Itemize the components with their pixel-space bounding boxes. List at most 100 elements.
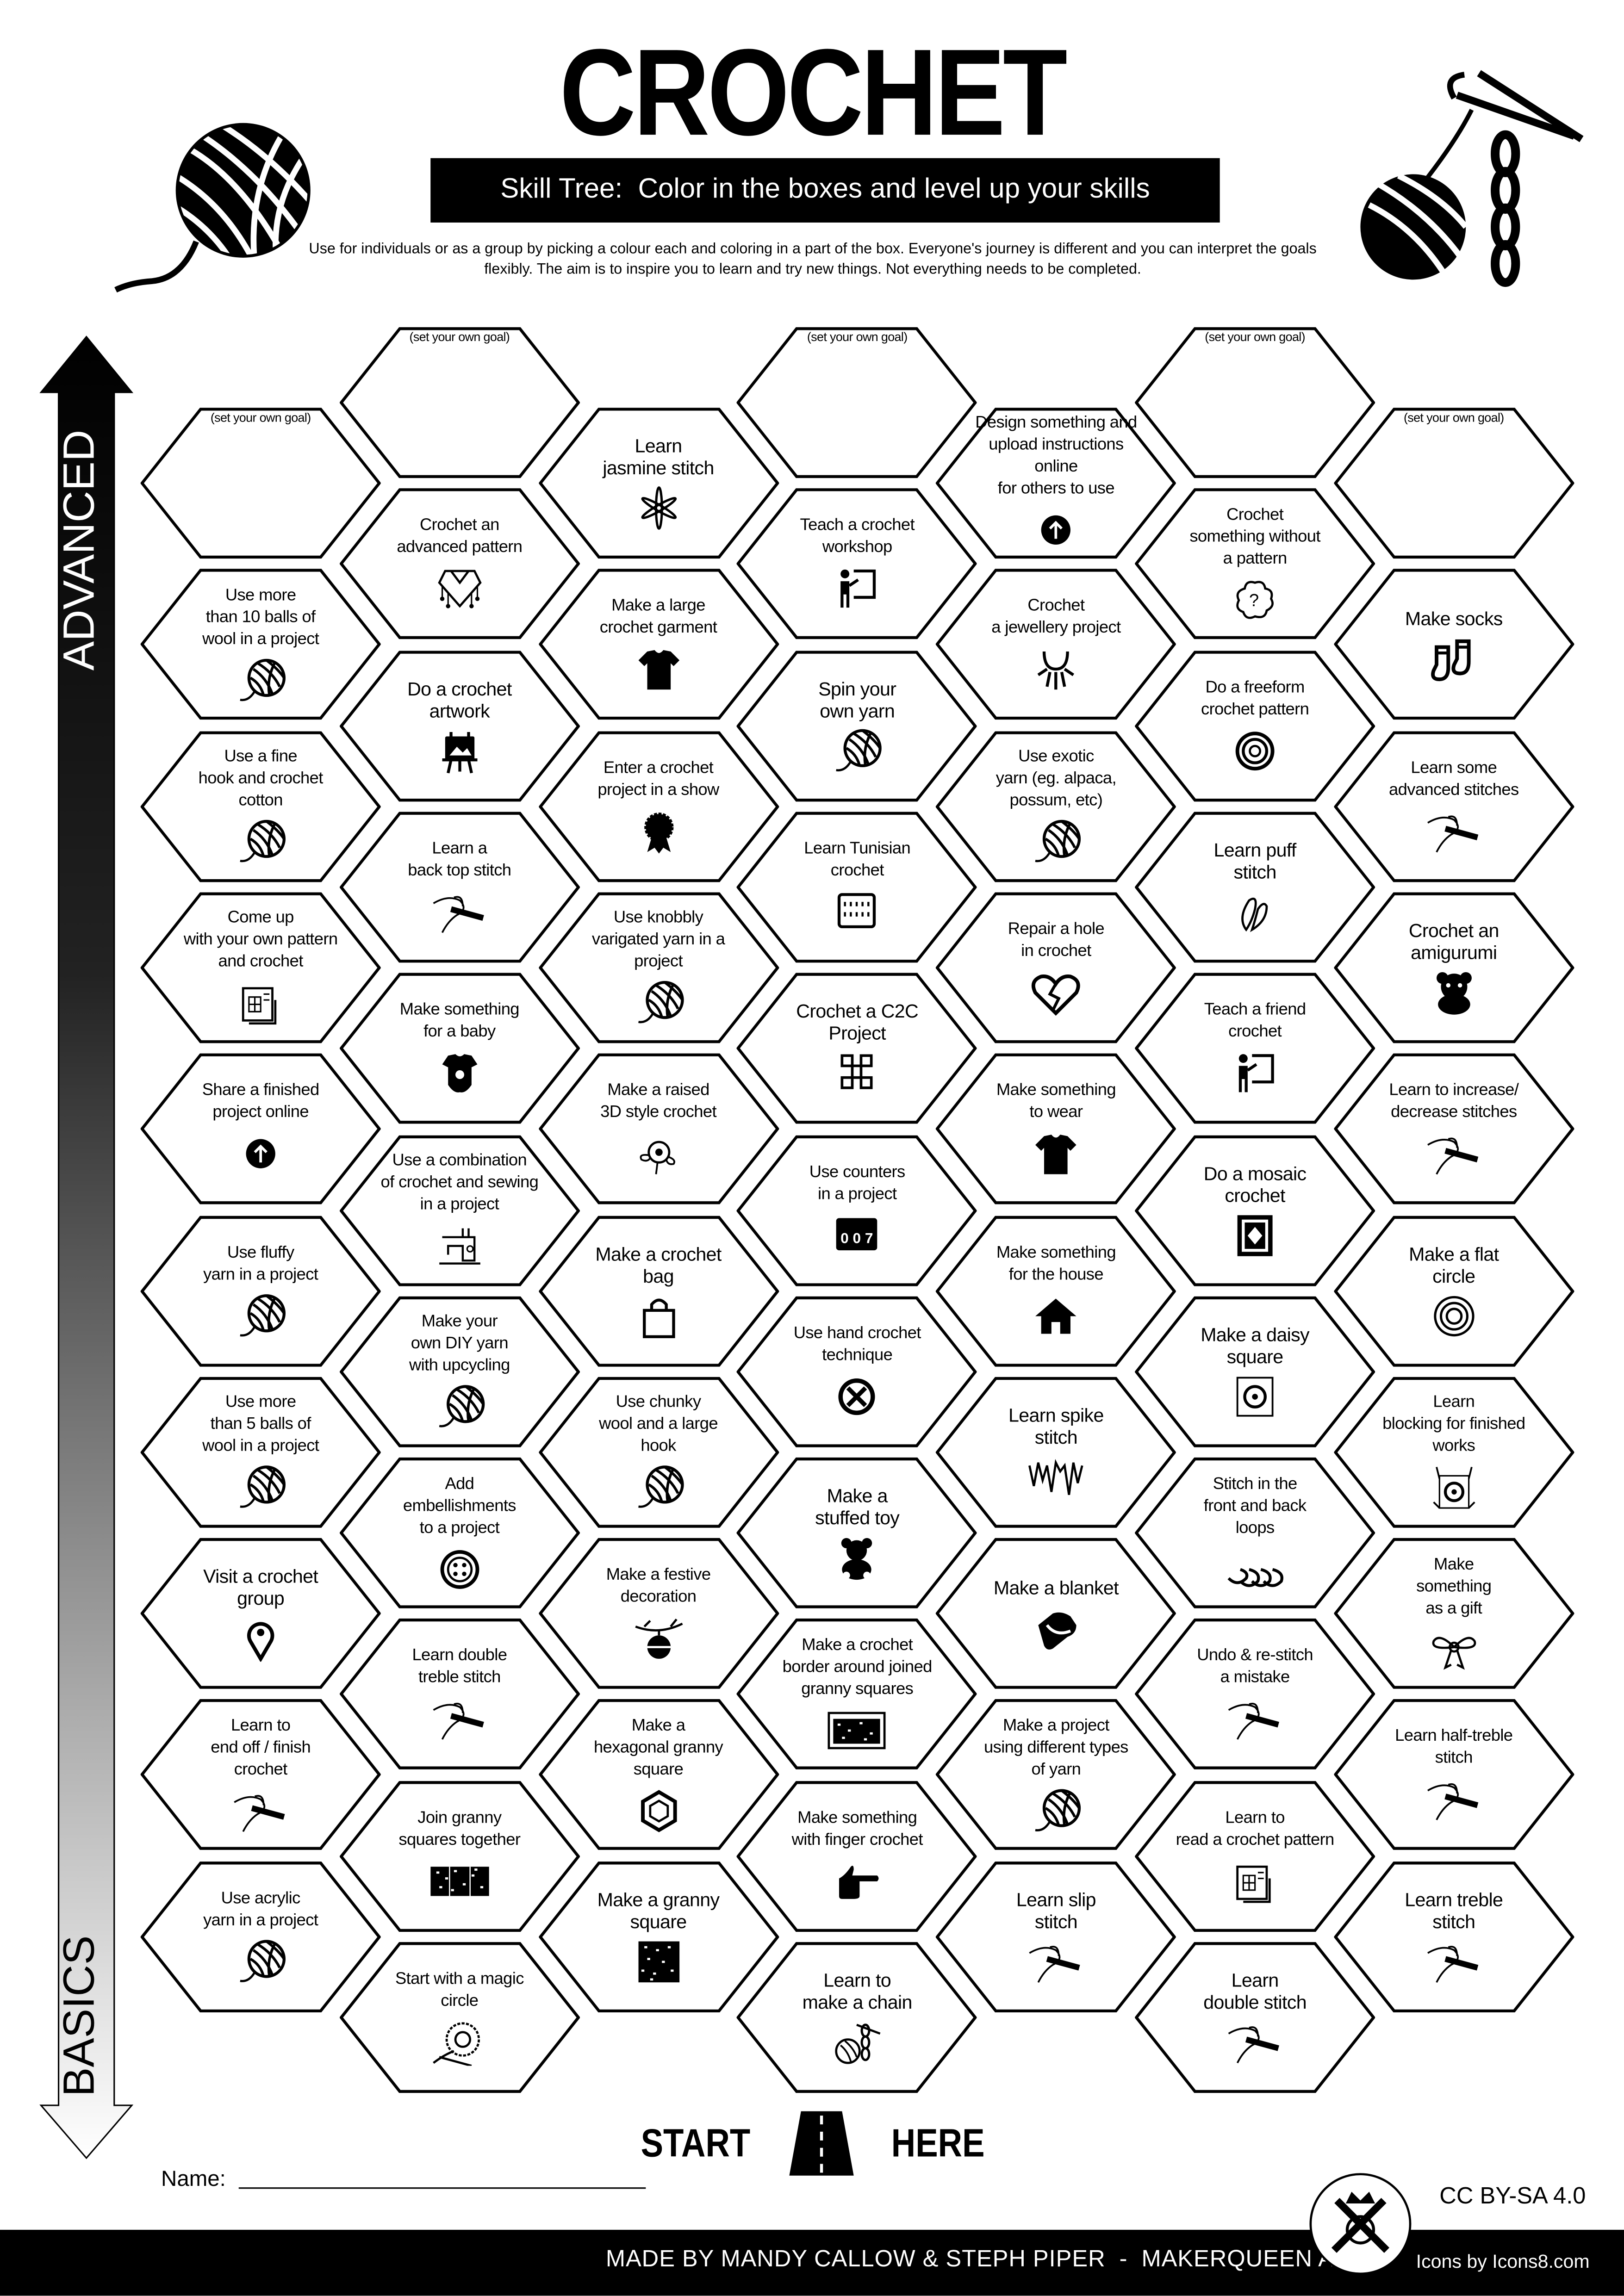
skill-hexagon[interactable]: Teach a friend crochet	[1135, 973, 1375, 1125]
skill-hexagon[interactable]: Make something for a baby	[339, 973, 580, 1125]
skill-hexagon[interactable]: Use exotic yarn (eg. alpaca, possum, etc…	[936, 730, 1176, 882]
skill-hexagon[interactable]: Use a fine hook and crochet cotton	[140, 730, 381, 882]
skill-hexagon[interactable]: Do a crochet artwork	[339, 650, 580, 802]
skill-hexagon[interactable]: Repair a hole in crochet	[936, 892, 1176, 1044]
skill-hexagon[interactable]: Learn treble stitch	[1333, 1861, 1574, 2013]
skill-hexagon[interactable]: Join granny squares together	[339, 1780, 580, 1932]
skill-label: Use chunky wool and a large hook	[599, 1394, 718, 1456]
skill-hexagon[interactable]: Undo & re-stitch a mistake	[1135, 1619, 1375, 1771]
skill-hexagon[interactable]: Make a hexagonal granny square	[538, 1699, 779, 1851]
skill-hexagon[interactable]: Start with a magic circle	[339, 1942, 580, 2094]
skill-content: Do a mosaic crochet	[1167, 1140, 1343, 1280]
skill-hexagon[interactable]: Learn to increase/ decrease stitches	[1333, 1053, 1574, 1205]
skill-hexagon[interactable]: Stitch in the front and back loops	[1135, 1457, 1375, 1609]
yarn-ball-icon	[231, 657, 290, 704]
skill-hexagon[interactable]: Make a flat circle	[1333, 1215, 1574, 1367]
skill-hexagon[interactable]: Make a stuffed toy	[737, 1457, 977, 1609]
skill-hexagon[interactable]: Learn puff stitch	[1135, 811, 1375, 963]
skill-hexagon[interactable]: Learn double stitch	[1135, 1942, 1375, 2094]
skill-label: Make a hexagonal granny square	[593, 1717, 723, 1779]
skill-hexagon[interactable]: Visit a crochet group	[140, 1538, 381, 1690]
skill-hexagon[interactable]: Learn jasmine stitch	[538, 407, 779, 559]
here-text: HERE	[890, 2121, 984, 2166]
skill-hexagon[interactable]: Make something with finger crochet	[737, 1780, 977, 1932]
name-field-line[interactable]	[238, 2187, 646, 2189]
skill-hexagon[interactable]: Use fluffy yarn in a project	[140, 1215, 381, 1367]
skill-hexagon[interactable]: Crochet an advanced pattern	[339, 488, 580, 640]
custom-goal-hexagon[interactable]: (set your own goal)	[1333, 407, 1574, 559]
skill-hexagon[interactable]: Crochet a jewellery project	[936, 569, 1176, 721]
custom-goal-hexagon[interactable]: (set your own goal)	[737, 327, 977, 479]
skill-hexagon[interactable]: Share a finished project online	[140, 1053, 381, 1205]
skill-label: Make something to wear	[996, 1082, 1116, 1122]
skill-hexagon[interactable]: Make a blanket	[936, 1538, 1176, 1690]
skill-hexagon[interactable]: Learn to end off / finish crochet	[140, 1699, 381, 1851]
skill-hexagon[interactable]: Add embellishments to a project	[339, 1457, 580, 1609]
skill-hexagon[interactable]: Make something as a gift	[1333, 1538, 1574, 1690]
skill-hexagon[interactable]: Use a combination of crochet and sewing …	[339, 1134, 580, 1286]
skill-hexagon[interactable]: Use hand crochet technique	[737, 1296, 977, 1448]
skill-hexagon[interactable]: Enter a crochet project in a show	[538, 730, 779, 882]
mosaic-icon	[1226, 1211, 1284, 1258]
loops-icon	[1226, 1545, 1284, 1592]
custom-goal-hexagon[interactable]: (set your own goal)	[1135, 327, 1375, 479]
skill-hexagon[interactable]: Use more than 5 balls of wool in a proje…	[140, 1376, 381, 1528]
skill-content: Crochet an amigurumi	[1366, 897, 1542, 1038]
blocking-icon	[1425, 1464, 1483, 1511]
skill-hexagon[interactable]: Make a granny square	[538, 1861, 779, 2013]
skill-label: Use hand crochet technique	[793, 1324, 921, 1365]
skill-label: Learn to end off / finish crochet	[211, 1717, 311, 1779]
skill-hexagon[interactable]: Make something to wear	[936, 1053, 1176, 1205]
skill-hexagon[interactable]: Use more than 10 balls of wool in a proj…	[140, 569, 381, 721]
skill-hexagon[interactable]: Make a raised 3D style crochet	[538, 1053, 779, 1205]
skill-hexagon[interactable]: Learn half-treble stitch	[1333, 1699, 1574, 1851]
skill-hexagon[interactable]: Crochet an amigurumi	[1333, 892, 1574, 1044]
skill-hexagon[interactable]: Use knobbly varigated yarn in a project	[538, 892, 779, 1044]
skill-hexagon[interactable]: Spin your own yarn	[737, 650, 977, 802]
skill-hexagon[interactable]: Learn double treble stitch	[339, 1619, 580, 1771]
broken-heart-icon	[1027, 969, 1086, 1016]
custom-goal-hexagon[interactable]: (set your own goal)	[339, 327, 580, 479]
skill-hexagon[interactable]: Make a large crochet garment	[538, 569, 779, 721]
skill-label: Use a combination of crochet and sewing …	[380, 1152, 539, 1214]
skill-hexagon[interactable]: Make socks	[1333, 569, 1574, 721]
easel-icon	[430, 727, 489, 774]
skill-content: Make a raised 3D style crochet	[571, 1059, 747, 1199]
crochet-hook-icon	[430, 888, 489, 935]
skill-hexagon[interactable]: Make something for the house	[936, 1215, 1176, 1367]
skill-hexagon[interactable]: Come up with your own pattern and croche…	[140, 892, 381, 1044]
custom-goal-hexagon[interactable]: (set your own goal)	[140, 407, 381, 559]
skill-hexagon[interactable]: Crochet a C2C Project	[737, 973, 977, 1125]
skill-hexagon[interactable]: Use chunky wool and a large hook	[538, 1376, 779, 1528]
page-title-text: CROCHET	[559, 23, 1067, 161]
skill-hexagon[interactable]: Make a crochet border around joined gran…	[737, 1619, 977, 1771]
skill-hexagon[interactable]: Learn to make a chain	[737, 1942, 977, 2094]
crochet-hook-icon	[1425, 807, 1483, 854]
advanced-label-text: ADVANCED	[56, 429, 104, 671]
skill-hexagon[interactable]: Design something and upload instructions…	[936, 407, 1176, 559]
freeform-rose-icon	[1226, 727, 1284, 774]
skill-hexagon[interactable]: Make a festive decoration	[538, 1538, 779, 1690]
skill-hexagon[interactable]: Learn Tunisian crochet	[737, 811, 977, 963]
skill-hexagon[interactable]: Make your own DIY yarn with upcycling	[339, 1296, 580, 1448]
skill-hexagon[interactable]: Crochet something without a pattern?	[1135, 488, 1375, 640]
skill-label: (set your own goal)	[1205, 329, 1305, 344]
skill-hexagon[interactable]: Learn slip stitch	[936, 1861, 1176, 2013]
skill-content: Make socks	[1366, 574, 1542, 715]
skill-hexagon[interactable]: Use counters in a project 0 0 7	[737, 1134, 977, 1286]
skill-hexagon[interactable]: Make a crochet bag	[538, 1215, 779, 1367]
skill-hexagon[interactable]: Learn a back top stitch	[339, 811, 580, 963]
skill-hexagon[interactable]: Make a project using different types of …	[936, 1699, 1176, 1851]
skill-hexagon[interactable]: Learn spike stitch	[936, 1376, 1176, 1528]
skill-content: Crochet a C2C Project	[769, 978, 945, 1119]
skill-hexagon[interactable]: Learn to read a crochet pattern	[1135, 1780, 1375, 1932]
skill-hexagon[interactable]: Use acrylic yarn in a project	[140, 1861, 381, 2013]
skill-hexagon[interactable]: Learn some advanced stitches	[1333, 730, 1574, 882]
skill-hexagon[interactable]: Do a mosaic crochet	[1135, 1134, 1375, 1286]
skill-hexagon[interactable]: Make a daisy square	[1135, 1296, 1375, 1448]
socks-icon	[1425, 635, 1483, 682]
skill-hexagon[interactable]: Learn blocking for finished works	[1333, 1376, 1574, 1528]
skill-hexagon[interactable]: Teach a crochet workshop	[737, 488, 977, 640]
skill-hexagon[interactable]: Do a freeform crochet pattern	[1135, 650, 1375, 802]
c2c-grid-icon	[828, 1050, 887, 1097]
